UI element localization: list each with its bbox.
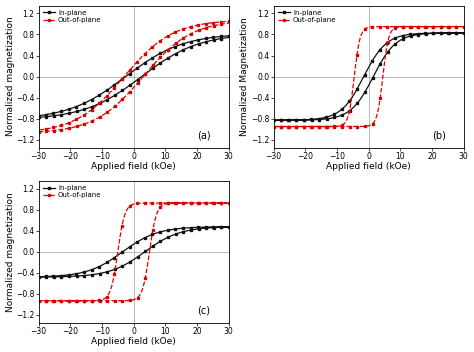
Line: In-plane: In-plane (272, 32, 465, 121)
In-plane (203, 39, 209, 44)
Out-of-plane (310, 124, 315, 128)
Out-of-plane (74, 299, 80, 303)
In-plane (390, 37, 395, 42)
Legend: In-plane, Out-of-plane: In-plane, Out-of-plane (40, 7, 104, 26)
In-plane (226, 34, 231, 38)
Out-of-plane (425, 25, 430, 29)
Out-of-plane (36, 128, 41, 132)
In-plane (354, 87, 360, 92)
X-axis label: Applied field (kOe): Applied field (kOe) (326, 162, 411, 171)
Out-of-plane (354, 53, 360, 57)
In-plane (190, 44, 195, 48)
In-plane (112, 255, 118, 259)
In-plane (36, 275, 41, 279)
X-axis label: Applied field (kOe): Applied field (kOe) (91, 162, 176, 171)
Line: In-plane: In-plane (37, 34, 230, 119)
Line: Out-of-plane: Out-of-plane (272, 25, 465, 128)
In-plane (36, 115, 41, 119)
Text: (b): (b) (432, 131, 446, 140)
Text: (c): (c) (198, 306, 210, 316)
In-plane (119, 250, 125, 254)
Out-of-plane (438, 25, 444, 29)
In-plane (155, 231, 160, 235)
Y-axis label: Normalized magnetization: Normalized magnetization (6, 192, 15, 312)
In-plane (310, 118, 315, 122)
Out-of-plane (190, 31, 195, 35)
In-plane (271, 118, 276, 122)
Out-of-plane (390, 25, 395, 29)
In-plane (226, 225, 231, 229)
Out-of-plane (271, 124, 276, 128)
Text: (a): (a) (197, 131, 211, 140)
In-plane (461, 31, 466, 35)
In-plane (438, 31, 444, 35)
In-plane (271, 118, 276, 122)
In-plane (74, 274, 80, 278)
Out-of-plane (36, 299, 41, 303)
Line: Out-of-plane: Out-of-plane (37, 20, 230, 133)
In-plane (203, 226, 209, 230)
Out-of-plane (226, 201, 231, 205)
Out-of-plane (36, 299, 41, 303)
In-plane (425, 32, 430, 36)
In-plane (347, 98, 353, 102)
In-plane (119, 77, 125, 81)
Out-of-plane (461, 25, 466, 29)
Out-of-plane (203, 26, 209, 30)
Legend: In-plane, Out-of-plane: In-plane, Out-of-plane (40, 182, 104, 201)
Y-axis label: Normalized magnetization: Normalized magnetization (6, 17, 15, 137)
Out-of-plane (347, 106, 353, 110)
Out-of-plane (155, 201, 160, 205)
Out-of-plane (271, 124, 276, 128)
In-plane (112, 82, 118, 87)
Out-of-plane (119, 77, 125, 81)
Out-of-plane (226, 19, 231, 23)
Y-axis label: Normalized Magnetization: Normalized Magnetization (240, 17, 249, 136)
In-plane (190, 228, 195, 232)
Out-of-plane (190, 201, 195, 205)
Out-of-plane (112, 267, 118, 271)
Out-of-plane (112, 85, 118, 89)
Line: Out-of-plane: Out-of-plane (37, 202, 230, 302)
Out-of-plane (119, 224, 125, 228)
Out-of-plane (74, 124, 80, 128)
Out-of-plane (203, 201, 209, 205)
Out-of-plane (36, 130, 41, 134)
In-plane (36, 114, 41, 118)
Out-of-plane (155, 41, 160, 45)
In-plane (74, 109, 80, 113)
In-plane (155, 53, 160, 57)
Legend: In-plane, Out-of-plane: In-plane, Out-of-plane (275, 7, 339, 26)
X-axis label: Applied field (kOe): Applied field (kOe) (91, 338, 176, 346)
Line: In-plane: In-plane (37, 226, 230, 278)
In-plane (36, 275, 41, 279)
